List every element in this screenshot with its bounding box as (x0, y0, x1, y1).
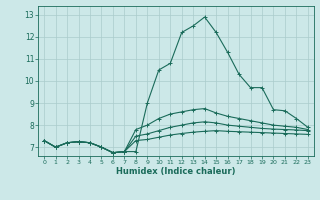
X-axis label: Humidex (Indice chaleur): Humidex (Indice chaleur) (116, 167, 236, 176)
